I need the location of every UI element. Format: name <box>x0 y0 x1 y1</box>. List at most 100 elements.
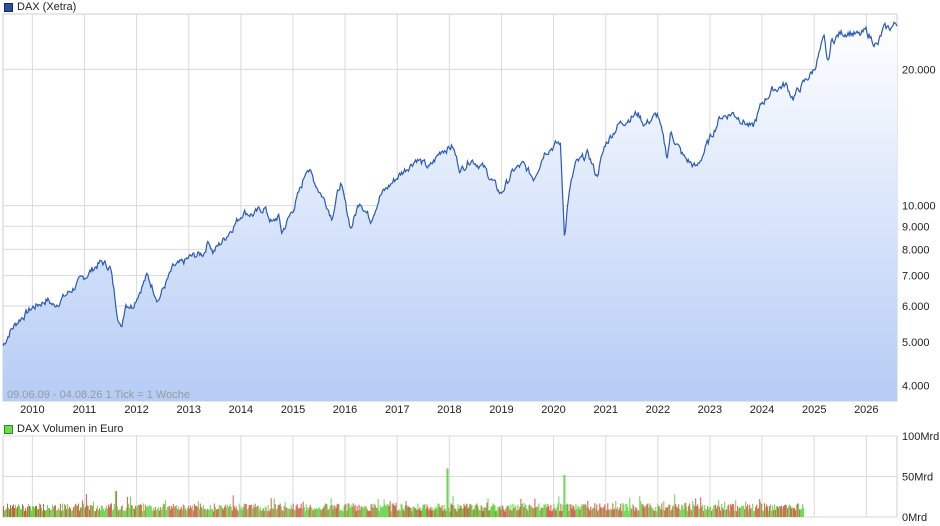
volume-bar <box>769 506 771 517</box>
volume-bar <box>771 510 773 517</box>
volume-bar <box>273 498 275 517</box>
volume-bar <box>264 506 266 517</box>
volume-bar <box>728 504 730 517</box>
volume-bar <box>616 508 618 517</box>
volume-bar <box>122 510 124 517</box>
volume-bar <box>314 509 316 517</box>
x-tick-label: 2011 <box>73 404 97 416</box>
volume-bar <box>495 511 497 517</box>
volume-bar <box>155 510 157 517</box>
volume-bar <box>582 505 584 517</box>
volume-bar <box>589 510 591 517</box>
volume-bar <box>562 504 564 517</box>
volume-bar <box>214 506 216 517</box>
volume-bar <box>790 506 792 517</box>
price-legend-swatch <box>4 2 13 12</box>
volume-bar <box>701 506 703 517</box>
volume-bar <box>87 506 89 517</box>
volume-bar <box>218 505 220 517</box>
volume-bar <box>354 504 356 517</box>
volume-bar <box>175 505 177 517</box>
volume-bar <box>486 502 488 517</box>
volume-bar <box>112 509 114 517</box>
volume-bar <box>485 507 487 517</box>
volume-bar <box>287 509 289 517</box>
volume-bar <box>392 503 394 517</box>
volume-bar <box>262 508 264 517</box>
volume-bar <box>640 501 642 517</box>
volume-bar <box>731 505 733 517</box>
volume-bar <box>355 511 357 517</box>
volume-bar <box>430 506 432 517</box>
volume-bar <box>201 508 203 517</box>
volume-bar <box>683 508 685 517</box>
volume-bar <box>529 504 531 517</box>
volume-bar <box>153 510 155 517</box>
volume-bar <box>424 504 426 517</box>
volume-bar <box>509 509 511 517</box>
volume-bar <box>64 505 66 517</box>
volume-bar <box>767 506 769 517</box>
volume-bar <box>518 509 520 517</box>
volume-bar <box>783 506 785 517</box>
volume-bar <box>727 505 729 517</box>
volume-bar <box>784 505 786 517</box>
volume-bar <box>78 510 80 517</box>
volume-bar <box>795 510 797 517</box>
volume-bar <box>789 504 791 517</box>
volume-bar <box>35 506 36 517</box>
volume-bar <box>24 511 25 517</box>
volume-bar <box>124 510 126 517</box>
volume-bar <box>219 505 221 517</box>
volume-bar <box>526 508 528 517</box>
volume-bar <box>8 507 9 517</box>
volume-bar <box>480 505 482 517</box>
volume-bar <box>182 504 184 517</box>
volume-bar <box>719 506 721 517</box>
volume-bar <box>401 504 403 517</box>
volume-bar <box>89 505 91 517</box>
volume-bar <box>126 496 128 517</box>
volume-bar <box>717 505 719 517</box>
volume-bar <box>555 510 557 517</box>
volume-bar <box>511 510 513 517</box>
volume-bar <box>121 505 123 517</box>
price-line <box>2 21 898 347</box>
volume-bar <box>295 505 297 517</box>
volume-bar <box>482 511 484 517</box>
volume-bar <box>129 496 131 517</box>
volume-bar <box>590 506 592 517</box>
volume-bar <box>27 506 28 517</box>
volume-bar <box>418 509 420 517</box>
volume-bar <box>377 498 379 517</box>
volume-bar <box>329 506 331 517</box>
volume-bar <box>691 510 693 517</box>
volume-bar <box>476 503 478 517</box>
volume-bar <box>119 509 121 517</box>
x-tick-label: 2012 <box>124 404 148 416</box>
volume-bar <box>147 506 149 517</box>
volume-bar <box>118 509 120 517</box>
volume-bar <box>584 504 586 517</box>
volume-bar <box>617 506 619 517</box>
volume-bar <box>492 503 494 517</box>
volume-bar <box>242 507 244 517</box>
volume-bar <box>106 508 108 517</box>
volume-bar <box>170 505 172 517</box>
volume-bar <box>25 508 26 517</box>
volume-bar <box>675 504 677 517</box>
volume-bar <box>172 504 174 517</box>
volume-bar <box>682 505 684 517</box>
volume-bar <box>305 504 307 517</box>
volume-bar <box>575 503 577 517</box>
volume-bar <box>653 510 655 517</box>
volume-bar <box>374 504 376 517</box>
volume-bar <box>644 507 646 517</box>
volume-bar <box>49 509 51 517</box>
volume-bar <box>601 507 603 517</box>
volume-bar <box>451 504 453 517</box>
volume-bar <box>362 507 364 517</box>
volume-bar <box>504 511 506 517</box>
volume-bar <box>142 503 144 517</box>
volume-bar <box>618 510 620 517</box>
